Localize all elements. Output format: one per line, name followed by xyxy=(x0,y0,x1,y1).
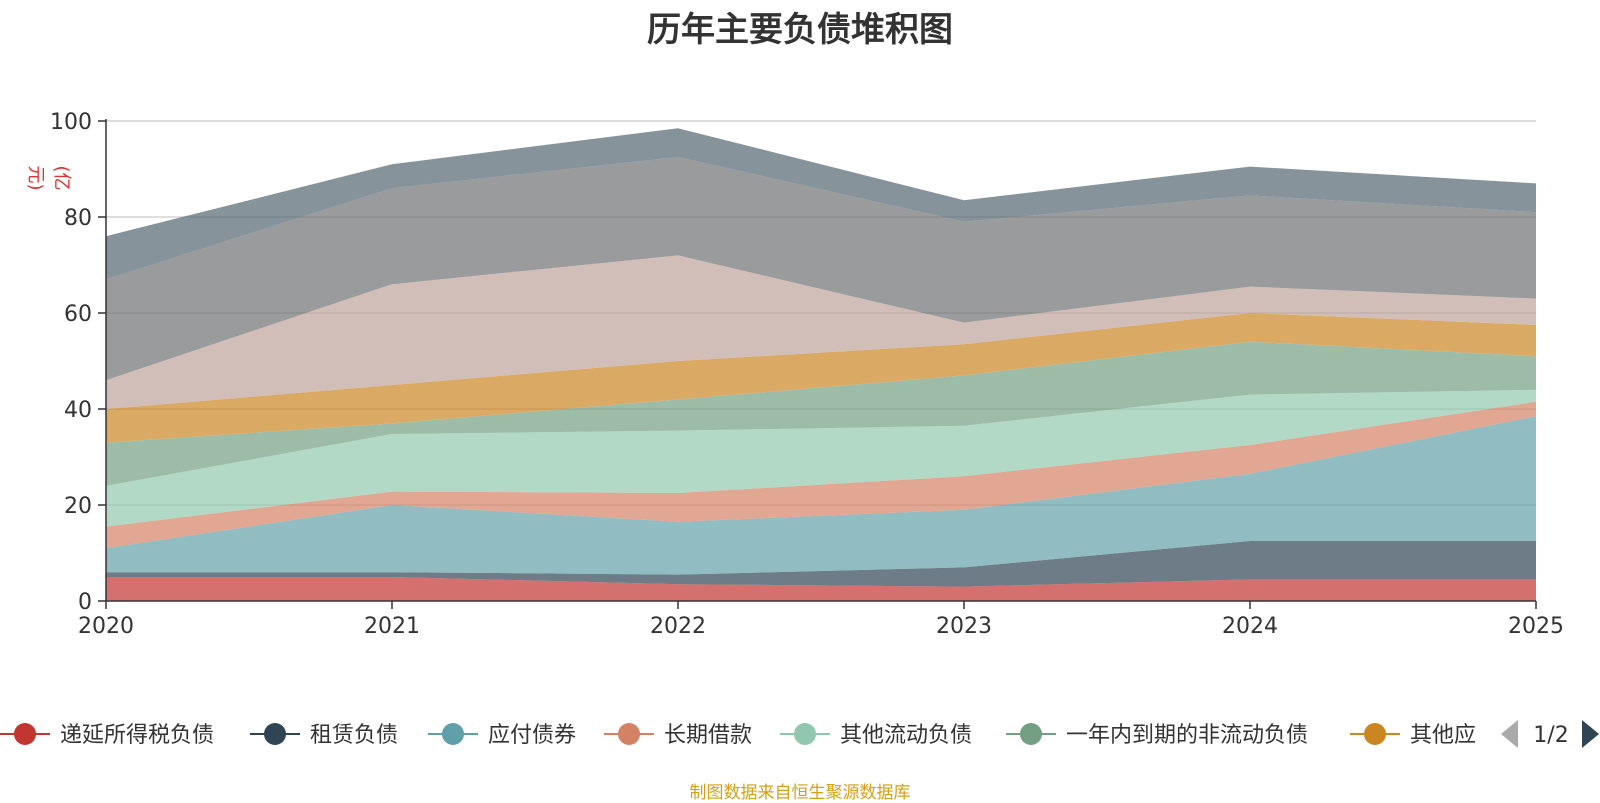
y-tick-label-80: 80 xyxy=(64,206,92,231)
area-series-4 xyxy=(106,389,1536,527)
x-tick-label-2024: 2024 xyxy=(1222,614,1278,639)
legend-item-2[interactable]: 应付债券 xyxy=(428,723,576,748)
legend-marker-3 xyxy=(618,723,640,745)
area-series-8 xyxy=(106,157,1536,381)
legend-marker-0 xyxy=(14,723,36,745)
area-layer xyxy=(106,128,1536,601)
stacked-area-chart: 0 20 40 60 80 100 2020 2021 2022 2023 2024 2025 递延所… xyxy=(0,110,1599,748)
chart-title: 历年主要负债堆积图 xyxy=(647,10,953,50)
legend-page-indicator: 1/2 xyxy=(1533,723,1568,748)
x-tick-label-2023: 2023 xyxy=(936,614,992,639)
area-series-7 xyxy=(106,255,1536,409)
legend-item-4[interactable]: 其他流动负债 xyxy=(780,723,972,748)
area-series-6 xyxy=(106,313,1536,443)
legend-label-0: 递延所得税负债 xyxy=(60,723,214,748)
area-series-9 xyxy=(106,128,1536,280)
legend-item-1[interactable]: 租赁负债 xyxy=(250,723,398,748)
y-tick-label-20: 20 xyxy=(64,494,92,519)
legend-prev-page-icon[interactable] xyxy=(1501,720,1518,748)
area-series-1 xyxy=(106,541,1536,587)
area-series-5 xyxy=(106,341,1536,486)
legend-item-0[interactable]: 递延所得税负债 xyxy=(0,723,214,748)
y-tick-label-40: 40 xyxy=(64,398,92,423)
legend-item-5[interactable]: 一年内到期的非流动负债 xyxy=(1006,723,1308,748)
legend-marker-1 xyxy=(264,723,286,745)
legend-label-5: 一年内到期的非流动负债 xyxy=(1066,723,1308,748)
y-tick-label-60: 60 xyxy=(64,302,92,327)
legend-next-page-icon[interactable] xyxy=(1582,720,1599,748)
y-tick-label-0: 0 xyxy=(78,590,92,615)
legend-label-2: 应付债券 xyxy=(488,723,576,748)
x-tick-label-2021: 2021 xyxy=(364,614,420,639)
y-tick-label-100: 100 xyxy=(50,110,92,135)
x-tick-label-2022: 2022 xyxy=(650,614,706,639)
area-series-2 xyxy=(106,416,1536,575)
legend-label-4: 其他流动负债 xyxy=(840,723,972,748)
x-tick-label-2025: 2025 xyxy=(1508,614,1564,639)
axis-layer: 0 20 40 60 80 100 2020 2021 2022 2023 2024 2025 xyxy=(50,110,1564,639)
legend-item-3[interactable]: 长期借款 xyxy=(604,723,752,748)
source-note: 制图数据来自恒生聚源数据库 xyxy=(689,783,911,803)
legend-label-6: 其他应 xyxy=(1410,723,1476,748)
legend-marker-5 xyxy=(1020,723,1042,745)
legend-marker-6 xyxy=(1364,723,1386,745)
legend-marker-4 xyxy=(794,723,816,745)
area-series-0 xyxy=(106,577,1536,601)
legend-item-6[interactable]: 其他应 xyxy=(1350,723,1476,748)
legend-label-1: 租赁负债 xyxy=(310,723,398,748)
legend-label-3: 长期借款 xyxy=(664,723,752,748)
legend: 递延所得税负债 租赁负债 应付债券 长期借款 其他流动负债 一年内到期的非流动负债 其他应 1… xyxy=(0,720,1599,748)
x-tick-label-2020: 2020 xyxy=(78,614,134,639)
legend-marker-2 xyxy=(442,723,464,745)
